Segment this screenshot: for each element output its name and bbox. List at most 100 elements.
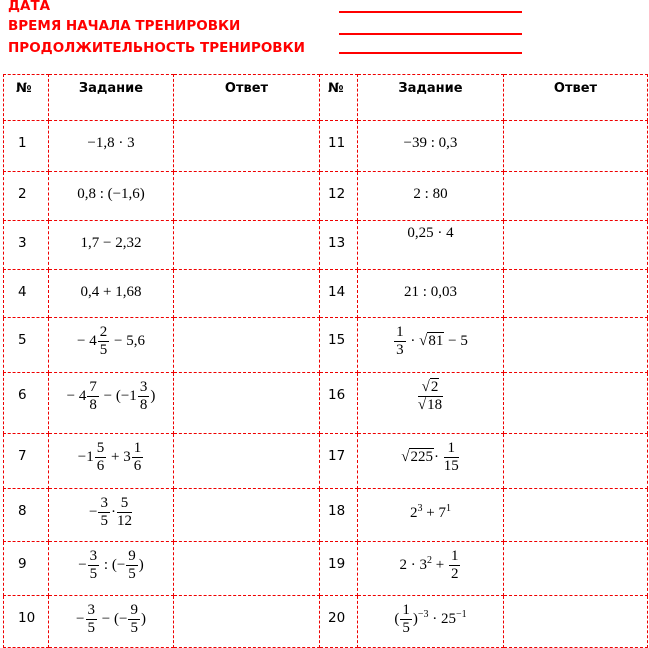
date-label: ДАТА — [8, 0, 51, 14]
answer-cell[interactable] — [503, 269, 648, 318]
expr-text: 1 — [447, 440, 455, 456]
square-root: √81 — [419, 332, 445, 350]
answer-cell[interactable] — [173, 433, 320, 489]
task-expression: −39 : 0,3 — [357, 120, 504, 172]
expr-text: 2 · 3 — [399, 557, 428, 574]
expr-text: 2 — [450, 566, 459, 583]
expr-text: + — [432, 557, 448, 574]
answer-cell[interactable] — [503, 317, 648, 373]
denominator: 6 — [132, 458, 144, 475]
task-number: 3 — [3, 220, 49, 270]
answer-cell[interactable] — [173, 595, 320, 648]
expr-text: −1 — [77, 449, 94, 466]
denominator: 2 — [449, 566, 461, 583]
expr-text: 0,4 + 1,68 — [80, 284, 142, 300]
task-expression: −3 5 : (− 9 5) — [48, 541, 174, 596]
task-expression: −1,8 · 3 — [48, 120, 174, 172]
numerator: 9 — [126, 548, 138, 567]
expr-text: · — [433, 449, 443, 466]
expr-text: 3 — [89, 548, 98, 564]
radicand: 2 — [429, 378, 440, 395]
expr-text: −39 : 0,3 — [403, 135, 458, 151]
answer-cell[interactable] — [173, 120, 320, 172]
answer-cell[interactable] — [503, 488, 648, 542]
task-number: 5 — [3, 317, 49, 373]
task-table-body: 1 −1,8 · 3 11 −39 : 0,3 2 0,8 : (−1,6) 12 2 : 8… — [3, 120, 648, 648]
answer-cell[interactable] — [173, 220, 320, 270]
expr-text: − (−1 — [99, 388, 137, 405]
square-root: √18 — [417, 396, 444, 414]
task-number: 9 — [3, 541, 49, 596]
denominator: 6 — [95, 458, 107, 475]
denominator: 8 — [87, 397, 99, 414]
radicand: 18 — [426, 396, 444, 414]
expr-text: 5 — [89, 566, 98, 583]
answer-cell[interactable] — [503, 433, 648, 489]
answer-cell[interactable] — [173, 317, 320, 373]
date-blank-line[interactable] — [339, 11, 522, 13]
expr-text: : (− — [100, 557, 126, 574]
numerator: 3 — [137, 379, 150, 398]
answer-cell[interactable] — [173, 372, 320, 434]
task-expression: √2 √18 — [357, 372, 504, 434]
expr-text: − — [76, 611, 85, 628]
radical-sign-icon: √ — [417, 397, 427, 414]
fraction: √2 √18 — [417, 378, 444, 415]
numerator: 1 — [394, 324, 406, 343]
task-expression: 23 + 71 — [357, 488, 504, 542]
task-expression: 0,4 + 1,68 — [48, 269, 174, 318]
answer-cell[interactable] — [503, 541, 648, 596]
expr-text: 6 — [96, 458, 105, 475]
task-expression: √225· 1 15 — [357, 433, 504, 489]
answer-cell[interactable] — [503, 220, 648, 270]
expr-text: 3 — [87, 602, 96, 618]
table-row: 3 1,7 − 2,32 13 0,25 · 4 — [3, 220, 648, 270]
table-row: 7 −1 5 6 + 3 1 6 17 √225· 1 15 — [3, 433, 648, 489]
table-row: 8−3 5 · 5 12 18 23 + 71 — [3, 488, 648, 542]
task-number: 16 — [319, 372, 358, 434]
expr-text: 5 — [128, 566, 136, 583]
expr-text: + 7 — [422, 505, 446, 521]
table-row: 10−3 5 − (− 9 5) 20(1 5)−3 · 25−1 — [3, 595, 648, 648]
answer-cell[interactable] — [503, 595, 648, 648]
duration-blank-line[interactable] — [339, 52, 522, 54]
task-number: 4 — [3, 269, 49, 318]
denominator: √18 — [417, 396, 444, 414]
expr-text: ) — [140, 611, 146, 628]
denominator: 5 — [88, 566, 100, 583]
expr-text: 1 — [450, 548, 459, 564]
answer-cell[interactable] — [173, 488, 320, 542]
answer-cell[interactable] — [173, 171, 320, 221]
task-expression: 0,8 : (−1,6) — [48, 171, 174, 221]
answer-cell[interactable] — [503, 372, 648, 434]
fraction: 1 15 — [443, 440, 459, 476]
expr-text: 0,8 : (−1,6) — [77, 186, 145, 202]
expr-text: 5 — [100, 513, 108, 530]
expr-text: 2 — [99, 324, 108, 340]
task-number: 19 — [319, 541, 358, 596]
answer-cell[interactable] — [503, 120, 648, 172]
expr-text: 1 — [133, 440, 142, 456]
table-row: 4 0,4 + 1,68 14 21 : 0,03 — [3, 269, 648, 318]
expr-text: 9 — [130, 602, 138, 618]
expr-text: 1 — [396, 324, 404, 340]
task-expression: −3 5 · 5 12 — [48, 488, 174, 542]
expr-text: 21 : 0,03 — [404, 284, 457, 300]
answer-cell[interactable] — [173, 269, 320, 318]
table-header-row: № Задание Ответ № Задание Ответ — [3, 74, 648, 121]
answer-cell[interactable] — [503, 171, 648, 221]
expr-text: 8 — [139, 397, 148, 414]
denominator: 5 — [128, 620, 140, 637]
numerator: 9 — [128, 602, 140, 621]
answer-cell[interactable] — [173, 541, 320, 596]
expr-text: · 25 — [428, 611, 456, 628]
numerator: √2 — [417, 378, 444, 398]
start-time-blank-line[interactable] — [339, 33, 522, 35]
